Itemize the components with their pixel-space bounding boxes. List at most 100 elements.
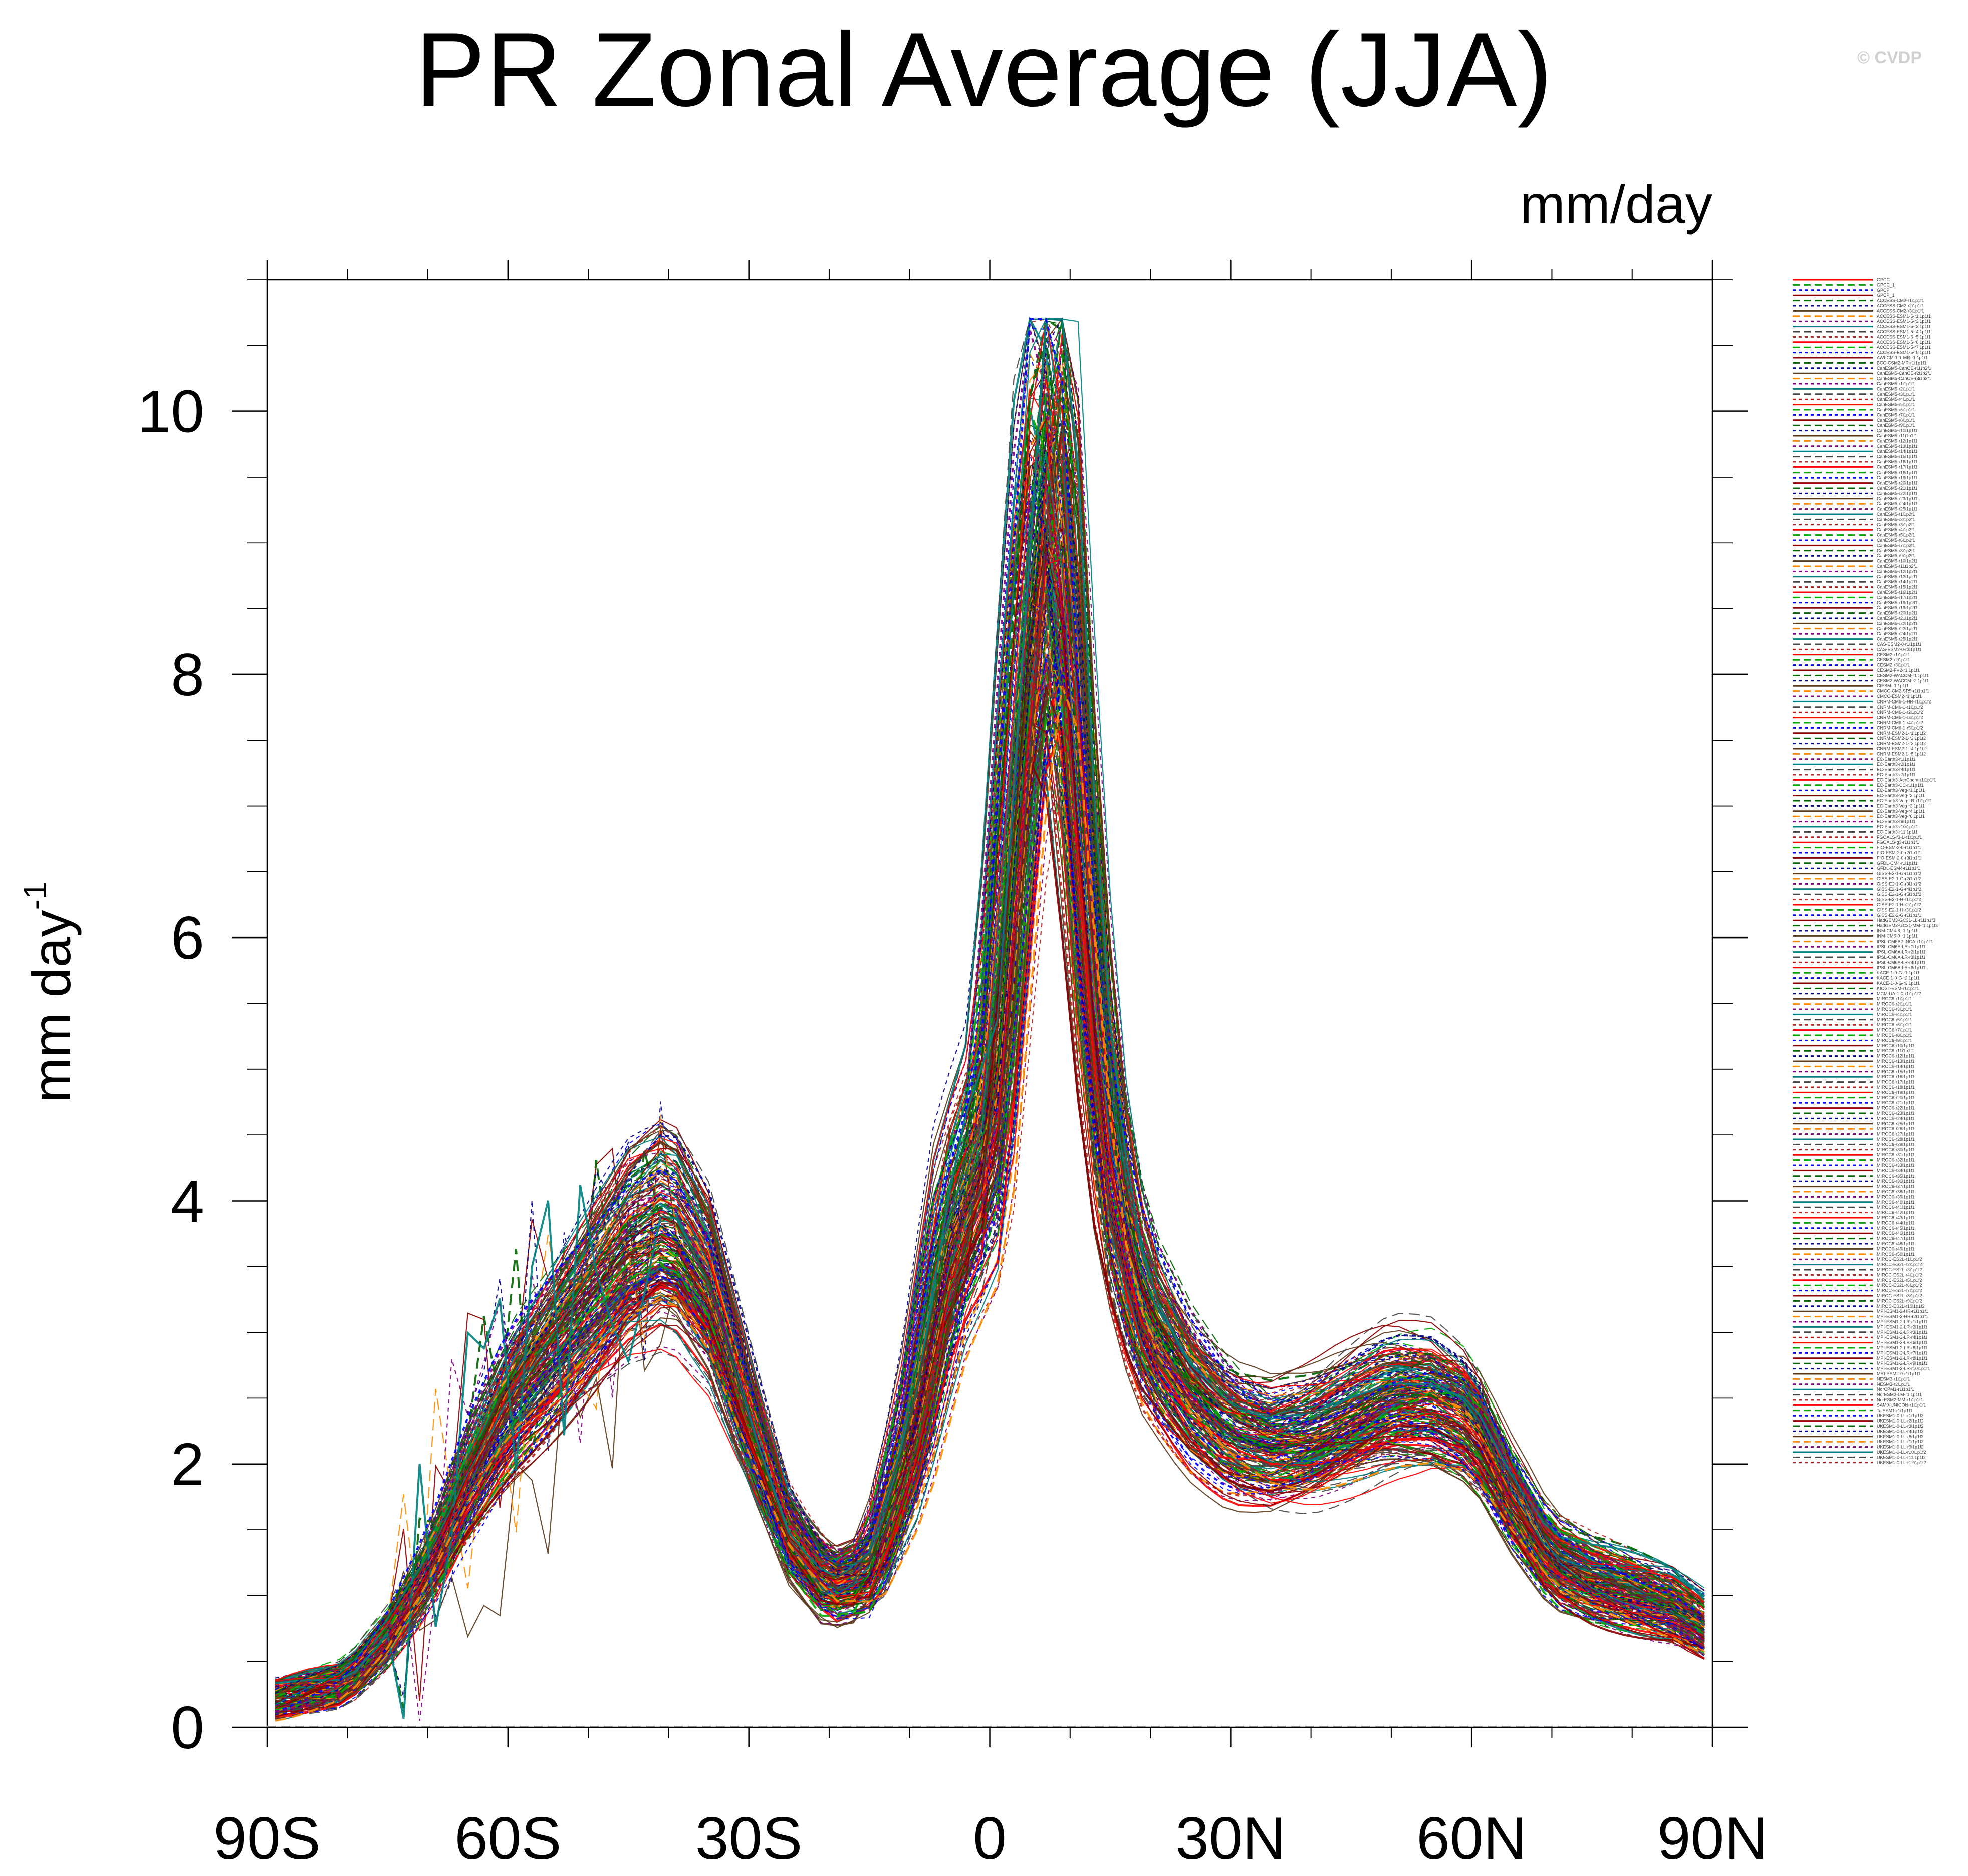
legend-label: CanESM5-r10i1p2f1 bbox=[1877, 559, 1918, 564]
legend-label: MIROC6-r49i1p1f1 bbox=[1877, 1246, 1915, 1251]
legend-label: GISS-E2-1-G-r1i1p1f2 bbox=[1877, 871, 1921, 876]
legend-label: CanESM5-r1i1p2f1 bbox=[1877, 512, 1915, 517]
legend-label: EC-Earth3-r4i1p1f1 bbox=[1877, 767, 1916, 772]
legend-label: FGOALS-f3-L-r1i1p1f1 bbox=[1877, 835, 1922, 840]
ensemble-series-line bbox=[275, 329, 1705, 1712]
ensemble-series-line bbox=[275, 593, 1705, 1712]
x-tick-label: 60N bbox=[1416, 1805, 1527, 1872]
legend-label: FIO-ESM-2-0-r2i1p1f1 bbox=[1877, 850, 1921, 855]
legend-label: MIROC6-r17i1p1f1 bbox=[1877, 1080, 1915, 1085]
legend-label: CESM2-r1i1p1f1 bbox=[1877, 652, 1910, 657]
legend: GPCCGPCC_1GPCPGPCP_1ACCESS-CM2-r1i1p1f1A… bbox=[1793, 277, 1938, 1465]
legend-label: CanESM5-r7i1p1f1 bbox=[1877, 412, 1915, 417]
legend-label: CNRM-ESM2-1-r5i1p1f2 bbox=[1877, 751, 1926, 756]
legend-label: IPSL-CM6A-LR-r4i1p1f1 bbox=[1877, 960, 1926, 965]
legend-label: MIROC6-r44i1p1f1 bbox=[1877, 1220, 1915, 1225]
legend-label: EC-Earth3-r10i1p1f1 bbox=[1877, 824, 1918, 829]
legend-label: CanESM5-r16i1p2f1 bbox=[1877, 590, 1918, 595]
legend-label: MIROC6-r40i1p1f1 bbox=[1877, 1200, 1915, 1205]
y-tick-label: 6 bbox=[171, 904, 204, 972]
legend-label: MIROC6-r21i1p1f1 bbox=[1877, 1100, 1915, 1105]
legend-label: SAM0-UNICON-r1i1p1f1 bbox=[1877, 1402, 1926, 1408]
legend-label: GISS-E2-2-G-r1i1p1f1 bbox=[1877, 913, 1921, 918]
legend-label: UKESM1-0-LL-r3i1p1f2 bbox=[1877, 1424, 1924, 1429]
legend-label: CanESM5-r14i1p1f1 bbox=[1877, 449, 1918, 454]
legend-label: GPCP bbox=[1877, 288, 1890, 293]
legend-label: MIROC-ES2L-r8i1p1f2 bbox=[1877, 1293, 1922, 1298]
legend-label: MPI-ESM1-2-LR-r4i1p1f1 bbox=[1877, 1335, 1928, 1340]
legend-label: CIESM-r1i1p1f1 bbox=[1877, 683, 1909, 688]
ensemble-series-line bbox=[275, 475, 1705, 1695]
legend-label: CNRM-ESM2-1-r4i1p1f2 bbox=[1877, 746, 1926, 751]
legend-label: KACE-1-0-G-r1i1p1f1 bbox=[1877, 970, 1920, 975]
legend-label: CanESM5-r18i1p1f1 bbox=[1877, 470, 1918, 475]
legend-label: CanESM5-r8i1p2f1 bbox=[1877, 548, 1915, 553]
legend-label: CanESM5-r5i1p1f1 bbox=[1877, 402, 1915, 407]
ensemble-series-line bbox=[275, 317, 1705, 1686]
legend-label: CESM2-r3i1p1f1 bbox=[1877, 663, 1910, 668]
watermark: © CVDP bbox=[1857, 48, 1922, 67]
legend-label: MIROC6-r27i1p1f1 bbox=[1877, 1132, 1915, 1137]
legend-label: MIROC6-r35i1p1f1 bbox=[1877, 1174, 1915, 1179]
x-tick-label: 30S bbox=[695, 1805, 803, 1872]
legend-label: MIROC6-r14i1p1f1 bbox=[1877, 1064, 1915, 1069]
legend-label: MIROC6-r42i1p1f1 bbox=[1877, 1210, 1915, 1215]
legend-label: MIROC6-r37i1p1f1 bbox=[1877, 1184, 1915, 1189]
ensemble-series-line bbox=[275, 733, 1705, 1710]
ensemble-series-line bbox=[275, 453, 1705, 1705]
legend-label: UKESM1-1-LL-r1i1p1f2 bbox=[1877, 1439, 1924, 1444]
legend-label: MIROC6-r33i1p1f1 bbox=[1877, 1163, 1915, 1168]
legend-label: UKESM1-0-LL-r10i1p1f2 bbox=[1877, 1450, 1926, 1455]
legend-label: MPI-ESM1-2-HR-r1i1p1f1 bbox=[1877, 1309, 1928, 1314]
legend-label: CanESM5-CanOE-r2i1p2f1 bbox=[1877, 371, 1931, 376]
legend-label: MIROC6-r50i1p1f1 bbox=[1877, 1252, 1915, 1257]
legend-label: CanESM5-r9i1p1f1 bbox=[1877, 423, 1915, 428]
legend-label: FIO-ESM-2-0-r3i1p1f1 bbox=[1877, 855, 1921, 860]
legend-label: MIROC6-r39i1p1f1 bbox=[1877, 1194, 1915, 1199]
ensemble-series-line bbox=[275, 573, 1705, 1698]
ensemble-series-line bbox=[275, 484, 1705, 1687]
legend-label: CanESM5-r10i1p1f1 bbox=[1877, 428, 1918, 433]
legend-label: CNRM-CM6-1-r5i1p1f2 bbox=[1877, 725, 1923, 730]
legend-label: CanESM5-r19i1p2f1 bbox=[1877, 605, 1918, 610]
chart-title: PR Zonal Average (JJA) bbox=[415, 11, 1553, 128]
legend-label: CESM2-FV2-r1i1p1f1 bbox=[1877, 668, 1920, 673]
legend-label: CanESM5-r9i1p2f1 bbox=[1877, 553, 1915, 558]
legend-label: CanESM5-r21i1p1f1 bbox=[1877, 486, 1918, 491]
legend-label: GISS-E2-1-H-r1i1p1f2 bbox=[1877, 897, 1921, 902]
legend-label: MIROC-ES2L-r1i1p1f2 bbox=[1877, 1257, 1922, 1262]
legend-label: UKESM1-0-LL-r9i1p1f2 bbox=[1877, 1445, 1924, 1450]
legend-label: EC-Earth3-Veg-r3i1p1f1 bbox=[1877, 803, 1925, 808]
legend-label: MIROC6-r1i1p1f1 bbox=[1877, 996, 1912, 1001]
legend-label: UKESM1-0-LL-r8i1p1f2 bbox=[1877, 1434, 1924, 1439]
legend-label: EC-Earth3-Veg-r6i1p1f1 bbox=[1877, 814, 1925, 819]
legend-label: MIROC6-r13i1p1f1 bbox=[1877, 1059, 1915, 1064]
legend-label: HadGEM3-GC31-LL-r1i1p1f3 bbox=[1877, 918, 1935, 923]
y-tick-label: 0 bbox=[171, 1694, 204, 1761]
legend-label: MIROC6-r12i1p1f1 bbox=[1877, 1054, 1915, 1059]
legend-label: MIROC6-r23i1p1f1 bbox=[1877, 1111, 1915, 1116]
legend-label: CNRM-CM6-1-r1i1p1f2 bbox=[1877, 705, 1923, 710]
legend-label: MIROC6-r43i1p1f1 bbox=[1877, 1215, 1915, 1220]
legend-label: CMCC-ESM2-r1i1p1f1 bbox=[1877, 694, 1922, 699]
legend-label: MIROC-ES2L-r2i1p1f2 bbox=[1877, 1262, 1922, 1267]
legend-label: CanESM5-r12i1p2f1 bbox=[1877, 569, 1918, 574]
ensemble-series-line bbox=[275, 756, 1705, 1690]
legend-label: HadGEM3-GC31-MM-r1i1p1f3 bbox=[1877, 923, 1938, 928]
legend-label: MIROC6-r5i1p1f1 bbox=[1877, 1017, 1912, 1022]
legend-label: MPI-ESM1-2-LR-r8i1p1f1 bbox=[1877, 1356, 1928, 1361]
legend-label: MIROC6-r2i1p1f1 bbox=[1877, 1002, 1912, 1007]
x-tick-label: 0 bbox=[973, 1805, 1007, 1872]
legend-label: MPI-ESM1-2-LR-r9i1p1f1 bbox=[1877, 1361, 1928, 1366]
legend-label: MIROC-ES2L-r5i1p1f2 bbox=[1877, 1278, 1922, 1283]
legend-label: CanESM5-r17i1p1f1 bbox=[1877, 464, 1918, 470]
legend-label: MPI-ESM1-2-LR-r5i1p1f1 bbox=[1877, 1340, 1928, 1345]
legend-label: CanESM5-r17i1p2f1 bbox=[1877, 595, 1918, 600]
legend-label: ACCESS-ESM1-5-r5i1p1f1 bbox=[1877, 334, 1931, 339]
legend-label: UKESM1-0-LL-r4i1p1f2 bbox=[1877, 1429, 1924, 1434]
legend-label: CanESM5-r1i1p1f1 bbox=[1877, 381, 1915, 386]
ensemble-series-line bbox=[275, 319, 1705, 1679]
legend-label: MIROC6-r32i1p1f1 bbox=[1877, 1158, 1915, 1163]
legend-label: EC-Earth3-AerChem-r1i1p1f1 bbox=[1877, 777, 1936, 782]
legend-label: CanESM5-r20i1p2f1 bbox=[1877, 611, 1918, 616]
